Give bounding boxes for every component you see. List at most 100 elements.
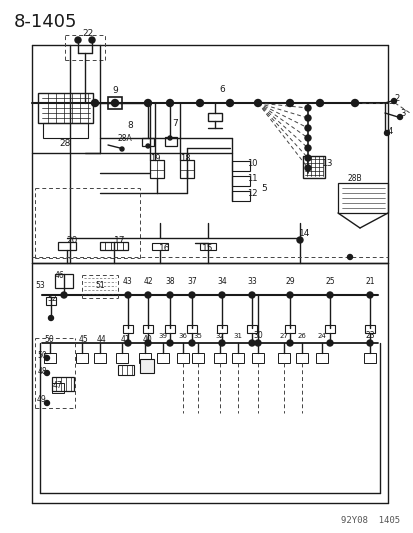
Circle shape bbox=[144, 100, 151, 107]
Text: 30: 30 bbox=[252, 330, 262, 340]
Text: 53: 53 bbox=[35, 280, 45, 289]
Bar bbox=[364, 325, 374, 333]
Circle shape bbox=[91, 100, 98, 107]
Bar bbox=[157, 353, 169, 363]
Text: 8: 8 bbox=[127, 120, 133, 130]
Circle shape bbox=[145, 340, 151, 346]
Text: 32: 32 bbox=[215, 333, 224, 339]
Bar bbox=[363, 353, 375, 363]
Bar bbox=[46, 297, 56, 305]
Text: 24: 24 bbox=[317, 333, 325, 339]
Text: 25: 25 bbox=[324, 277, 334, 286]
Text: 13: 13 bbox=[321, 158, 333, 167]
Circle shape bbox=[75, 37, 81, 43]
Bar bbox=[187, 325, 197, 333]
Circle shape bbox=[296, 237, 302, 243]
Bar bbox=[284, 325, 294, 333]
Bar bbox=[231, 353, 243, 363]
Text: 16: 16 bbox=[159, 244, 170, 253]
Text: 18: 18 bbox=[179, 154, 190, 163]
Text: 48: 48 bbox=[37, 367, 47, 376]
Circle shape bbox=[304, 105, 310, 111]
Text: 29: 29 bbox=[285, 277, 294, 286]
Bar bbox=[43, 123, 88, 138]
Circle shape bbox=[166, 340, 173, 346]
Bar bbox=[247, 325, 256, 333]
Text: 9: 9 bbox=[112, 85, 118, 94]
Bar bbox=[231, 176, 249, 186]
Bar bbox=[231, 161, 249, 171]
Circle shape bbox=[304, 115, 310, 121]
Bar bbox=[192, 353, 204, 363]
Bar bbox=[140, 359, 154, 373]
Bar bbox=[214, 353, 225, 363]
Bar bbox=[52, 383, 64, 393]
Text: 35: 35 bbox=[193, 333, 202, 339]
Bar bbox=[94, 353, 106, 363]
Text: 21: 21 bbox=[364, 277, 374, 286]
Text: 17: 17 bbox=[114, 236, 126, 245]
Text: 38: 38 bbox=[165, 277, 174, 286]
Circle shape bbox=[304, 125, 310, 131]
Bar bbox=[277, 353, 289, 363]
Text: 20: 20 bbox=[66, 236, 78, 245]
Text: 28B: 28B bbox=[347, 174, 361, 182]
Circle shape bbox=[125, 292, 131, 298]
Bar bbox=[52, 377, 74, 391]
Circle shape bbox=[168, 136, 171, 140]
Bar bbox=[207, 113, 221, 121]
Circle shape bbox=[286, 292, 292, 298]
Text: 26: 26 bbox=[297, 333, 306, 339]
Bar bbox=[118, 365, 134, 375]
Bar bbox=[177, 353, 189, 363]
Bar bbox=[150, 160, 164, 178]
Text: 47: 47 bbox=[53, 381, 63, 390]
Circle shape bbox=[166, 292, 173, 298]
Text: 92Y08  1405: 92Y08 1405 bbox=[340, 516, 399, 525]
Bar bbox=[216, 325, 226, 333]
Text: 28: 28 bbox=[59, 139, 71, 148]
Circle shape bbox=[286, 100, 293, 107]
Bar bbox=[123, 325, 133, 333]
Bar bbox=[142, 138, 154, 146]
Circle shape bbox=[189, 292, 195, 298]
Text: 19: 19 bbox=[150, 154, 160, 163]
Circle shape bbox=[347, 254, 351, 260]
Circle shape bbox=[44, 400, 50, 406]
Bar bbox=[324, 325, 334, 333]
Text: 39: 39 bbox=[158, 333, 167, 339]
Circle shape bbox=[304, 145, 310, 151]
Bar bbox=[108, 97, 122, 109]
Circle shape bbox=[304, 155, 310, 161]
Text: 6: 6 bbox=[218, 85, 224, 93]
Text: 8-1405: 8-1405 bbox=[14, 13, 77, 31]
Text: 27: 27 bbox=[279, 333, 288, 339]
Text: 51: 51 bbox=[95, 280, 104, 289]
Text: 49: 49 bbox=[37, 395, 47, 405]
Circle shape bbox=[145, 292, 151, 298]
Bar bbox=[337, 183, 387, 213]
Circle shape bbox=[218, 340, 224, 346]
Circle shape bbox=[61, 292, 67, 298]
Bar bbox=[302, 156, 324, 178]
Text: 43: 43 bbox=[123, 277, 133, 286]
Circle shape bbox=[396, 115, 401, 119]
Circle shape bbox=[48, 316, 53, 320]
Circle shape bbox=[351, 100, 358, 107]
Text: 5: 5 bbox=[261, 183, 266, 192]
Text: 22: 22 bbox=[82, 28, 93, 37]
Text: 3: 3 bbox=[399, 109, 405, 117]
Text: 46: 46 bbox=[55, 271, 65, 279]
Bar bbox=[44, 353, 56, 363]
Circle shape bbox=[248, 340, 254, 346]
Text: 36: 36 bbox=[178, 333, 187, 339]
Circle shape bbox=[286, 340, 292, 346]
Bar bbox=[38, 93, 93, 123]
Circle shape bbox=[146, 144, 150, 148]
Bar bbox=[315, 353, 327, 363]
Bar bbox=[295, 353, 307, 363]
Bar bbox=[76, 353, 88, 363]
Bar bbox=[139, 353, 151, 363]
Circle shape bbox=[326, 340, 332, 346]
Circle shape bbox=[218, 292, 224, 298]
